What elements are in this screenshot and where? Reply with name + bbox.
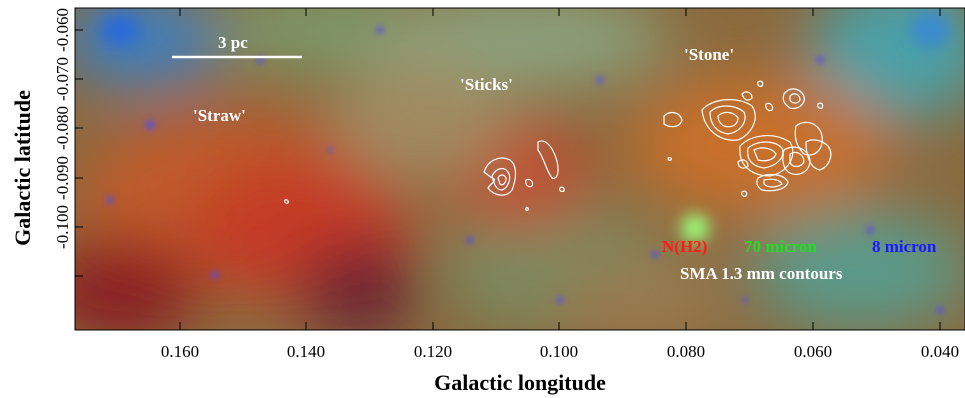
y-tick-label: -0.080 — [53, 106, 72, 150]
x-axis-title: Galactic longitude — [434, 370, 606, 395]
sma-contours-straw — [284, 199, 529, 211]
x-tick-label: 0.120 — [414, 342, 452, 361]
x-tick-label: 0.080 — [667, 342, 705, 361]
x-axis — [179, 8, 941, 330]
sma-contours-sticks — [483, 140, 565, 196]
x-tick-label: 0.040 — [921, 342, 959, 361]
region-label-sticks: 'Sticks' — [460, 75, 513, 94]
y-tick-label: -0.070 — [53, 57, 72, 101]
x-tick-label: 0.140 — [287, 342, 325, 361]
x-tick-label: 0.160 — [161, 342, 199, 361]
y-axis — [75, 29, 83, 277]
legend-70-micron: 70 micron — [744, 237, 817, 256]
false-color-image — [75, 8, 965, 330]
sma-contours-stone — [663, 80, 832, 197]
legend-nh2: N(H2) — [662, 237, 707, 256]
y-tick-label: -0.060 — [53, 8, 72, 52]
y-tick-label: -0.100 — [53, 205, 72, 249]
scale-bar-label: 3 pc — [218, 33, 248, 52]
plot-frame — [74, 7, 965, 331]
legend-contours: SMA 1.3 mm contours — [680, 264, 843, 283]
x-tick-label: 0.100 — [540, 342, 578, 361]
y-axis-title: Galactic latitude — [10, 90, 35, 246]
x-tick-label: 0.060 — [794, 342, 832, 361]
y-tick-label: -0.090 — [53, 156, 72, 200]
legend-8-micron: 8 micron — [872, 237, 937, 256]
region-label-straw: 'Straw' — [193, 106, 246, 125]
region-label-stone: 'Stone' — [684, 45, 734, 64]
